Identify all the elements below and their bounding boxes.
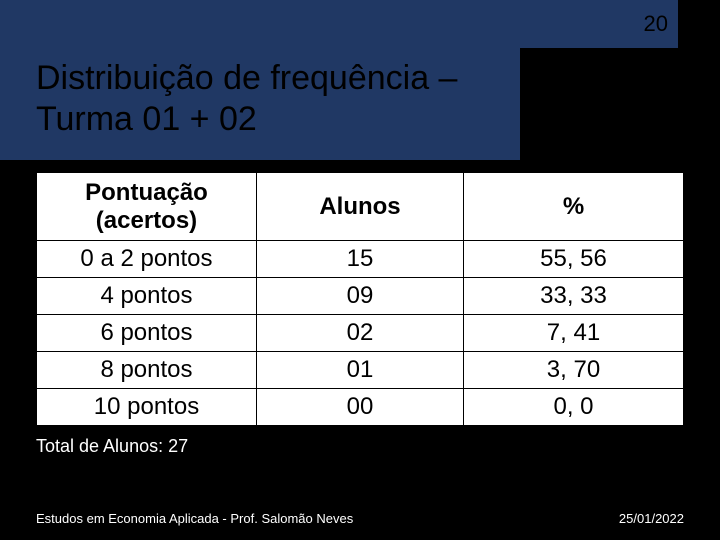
cell-percent: 3, 70: [464, 352, 684, 389]
table-header-pontuacao: Pontuação (acertos): [37, 173, 257, 241]
table-row: 6 pontos 02 7, 41: [37, 315, 684, 352]
cell-percent: 0, 0: [464, 389, 684, 426]
cell-pontuacao: 10 pontos: [37, 389, 257, 426]
table-row: 4 pontos 09 33, 33: [37, 278, 684, 315]
cell-alunos: 15: [256, 241, 463, 278]
slide-title: Distribuição de frequência – Turma 01 + …: [36, 58, 536, 140]
frequency-table: Pontuação (acertos) Alunos % 0 a 2 ponto…: [36, 172, 684, 426]
table-header-percent: %: [464, 173, 684, 241]
table-row: 0 a 2 pontos 15 55, 56: [37, 241, 684, 278]
page-number-box: 20: [518, 0, 678, 48]
cell-alunos: 02: [256, 315, 463, 352]
cell-alunos: 00: [256, 389, 463, 426]
footer: Estudos em Economia Aplicada - Prof. Sal…: [36, 511, 684, 526]
footer-right: 25/01/2022: [619, 511, 684, 526]
table-row: 8 pontos 01 3, 70: [37, 352, 684, 389]
table-header-alunos: Alunos: [256, 173, 463, 241]
title-line-2: Turma 01 + 02: [36, 99, 536, 140]
total-alunos-text: Total de Alunos: 27: [36, 436, 188, 457]
title-line-1: Distribuição de frequência –: [36, 58, 536, 99]
cell-pontuacao: 4 pontos: [37, 278, 257, 315]
cell-pontuacao: 0 a 2 pontos: [37, 241, 257, 278]
table-header-row: Pontuação (acertos) Alunos %: [37, 173, 684, 241]
page-number: 20: [644, 11, 668, 37]
cell-percent: 33, 33: [464, 278, 684, 315]
title-band: 20 Distribuição de frequência – Turma 01…: [0, 0, 720, 160]
cell-percent: 55, 56: [464, 241, 684, 278]
table-row: 10 pontos 00 0, 0: [37, 389, 684, 426]
cell-alunos: 09: [256, 278, 463, 315]
cell-pontuacao: 8 pontos: [37, 352, 257, 389]
cell-percent: 7, 41: [464, 315, 684, 352]
footer-left: Estudos em Economia Aplicada - Prof. Sal…: [36, 511, 353, 526]
cell-alunos: 01: [256, 352, 463, 389]
frequency-table-container: Pontuação (acertos) Alunos % 0 a 2 ponto…: [36, 172, 684, 426]
cell-pontuacao: 6 pontos: [37, 315, 257, 352]
